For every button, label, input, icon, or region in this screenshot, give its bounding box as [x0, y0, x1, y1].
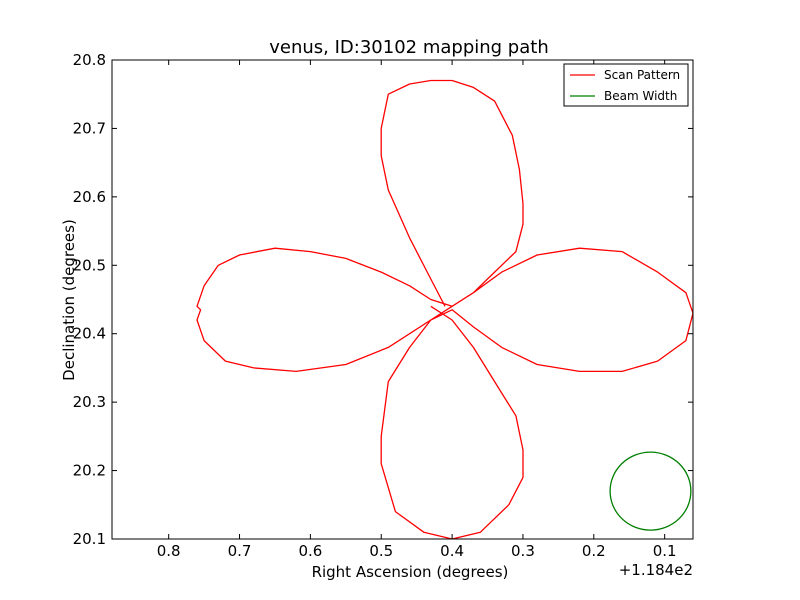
plot-area [112, 60, 693, 539]
y-tick-label: 20.2 [73, 462, 106, 480]
y-tick-label: 20.3 [73, 393, 106, 411]
y-tick-label: 20.4 [73, 325, 106, 343]
y-tick-label: 20.6 [73, 188, 106, 206]
x-tick-label: 0.2 [582, 542, 606, 560]
x-tick-label: 0.8 [157, 542, 181, 560]
x-tick-label: 0.6 [298, 542, 322, 560]
legend-frame [563, 63, 689, 107]
x-tick-label: 0.7 [228, 542, 252, 560]
chart-title: venus, ID:30102 mapping path [269, 37, 548, 58]
y-tick-label: 20.7 [73, 119, 106, 137]
y-tick-label: 20.8 [73, 51, 106, 69]
x-tick-label: 0.1 [653, 542, 677, 560]
plot-frame [111, 59, 694, 540]
x-tick-label: 0.5 [369, 542, 393, 560]
y-axis-title: Declination (degrees) [60, 219, 78, 381]
y-tick-label: 20.1 [73, 530, 106, 548]
legend: Scan Pattern Beam Width [563, 63, 689, 107]
x-tick-label: 0.3 [511, 542, 535, 560]
x-tick-label: 0.4 [440, 542, 464, 560]
y-tick-label: 20.5 [73, 256, 106, 274]
x-axis-title: Right Ascension (degrees) [312, 563, 509, 581]
series-layer [196, 79, 693, 539]
y-axis-ticks: 20.1 20.2 20.3 20.4 20.5 20.6 20.7 20.8 [73, 51, 693, 548]
legend-label-beam-width: Beam Width [604, 89, 677, 103]
scan-pattern-line [196, 79, 693, 539]
beam-width-circle [609, 451, 692, 531]
plot-area-background [112, 60, 693, 539]
x-axis-ticks: 0.8 0.7 0.6 0.5 0.4 0.3 0.2 0.1 [157, 60, 677, 560]
x-axis-offset: +1.184e2 [619, 561, 693, 579]
legend-label-scan-pattern: Scan Pattern [604, 68, 680, 82]
